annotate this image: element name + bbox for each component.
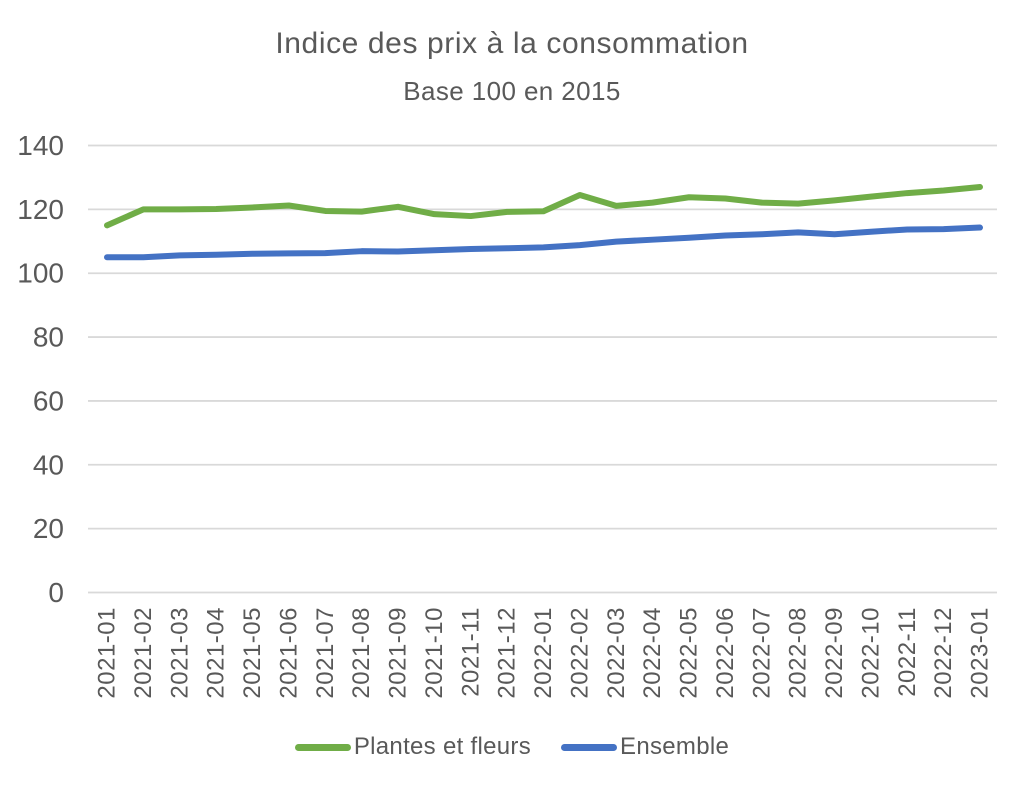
x-axis-tick-label-2021-08: 2021-08 — [348, 607, 375, 699]
x-axis-tick-label-2021-07: 2021-07 — [312, 607, 339, 699]
y-axis-tick-label-100: 100 — [17, 258, 64, 289]
legend-item-plantes-et-fleurs: Plantes et fleurs — [294, 733, 532, 761]
x-axis-tick-label-2021-06: 2021-06 — [275, 607, 302, 699]
y-axis-tick-label-140: 140 — [17, 130, 64, 161]
x-axis-tick-label-2021-11: 2021-11 — [457, 607, 484, 697]
x-axis-tick-label-2021-10: 2021-10 — [421, 607, 448, 699]
x-axis-tick-label-2022-12: 2022-12 — [930, 607, 957, 699]
x-axis-tick-label-2021-05: 2021-05 — [239, 607, 266, 699]
x-axis-tick-label-2022-04: 2022-04 — [639, 607, 666, 699]
x-axis-tick-label-2022-02: 2022-02 — [566, 607, 593, 699]
ensemble-line-swatch-icon — [561, 743, 618, 751]
series-line-ensemble — [104, 224, 983, 261]
x-axis-tick-label-2023-01: 2023-01 — [967, 607, 994, 699]
series-line-plantes-et-fleurs — [104, 184, 983, 229]
legend-label-plantes-et-fleurs: Plantes et fleurs — [353, 733, 532, 760]
x-axis-tick-label-2022-06: 2022-06 — [712, 607, 739, 699]
x-axis-tick-label-2021-03: 2021-03 — [166, 607, 193, 699]
y-axis-tick-label-80: 80 — [33, 322, 64, 353]
x-axis-tick-label-2021-02: 2021-02 — [130, 607, 157, 699]
x-axis-tick-label-2022-11: 2022-11 — [894, 607, 921, 697]
x-axis-tick-label-2022-09: 2022-09 — [821, 607, 848, 699]
chart-legend: Plantes et fleurs Ensemble — [0, 733, 1024, 761]
x-axis-tick-label-2021-01: 2021-01 — [94, 607, 121, 699]
x-axis-tick-label-2021-12: 2021-12 — [494, 607, 521, 699]
x-axis-tick-label-2022-07: 2022-07 — [748, 607, 775, 699]
x-axis-tick-label-2022-08: 2022-08 — [785, 607, 812, 699]
x-axis-tick-label-2022-01: 2022-01 — [530, 607, 557, 699]
legend-label-ensemble: Ensemble — [620, 733, 730, 760]
y-axis-tick-label-20: 20 — [33, 513, 64, 544]
chart-subtitle: Base 100 en 2015 — [403, 76, 621, 106]
y-axis-tick-label-0: 0 — [48, 577, 64, 608]
y-axis-tick-label-60: 60 — [33, 385, 64, 416]
plantes-et-fleurs-line-swatch-icon — [294, 743, 351, 751]
x-axis-tick-label-2022-05: 2022-05 — [676, 607, 703, 699]
x-axis-tick-label-2022-03: 2022-03 — [603, 607, 630, 699]
x-axis-tick-label-2021-04: 2021-04 — [203, 607, 230, 699]
x-axis-tick-label-2021-09: 2021-09 — [385, 607, 412, 699]
legend-item-ensemble: Ensemble — [561, 733, 729, 761]
x-axis-tick-label-2022-10: 2022-10 — [857, 607, 884, 699]
y-axis-tick-label-40: 40 — [33, 449, 64, 480]
chart-title: Indice des prix à la consommation — [275, 27, 749, 60]
y-axis-tick-label-120: 120 — [17, 194, 64, 225]
